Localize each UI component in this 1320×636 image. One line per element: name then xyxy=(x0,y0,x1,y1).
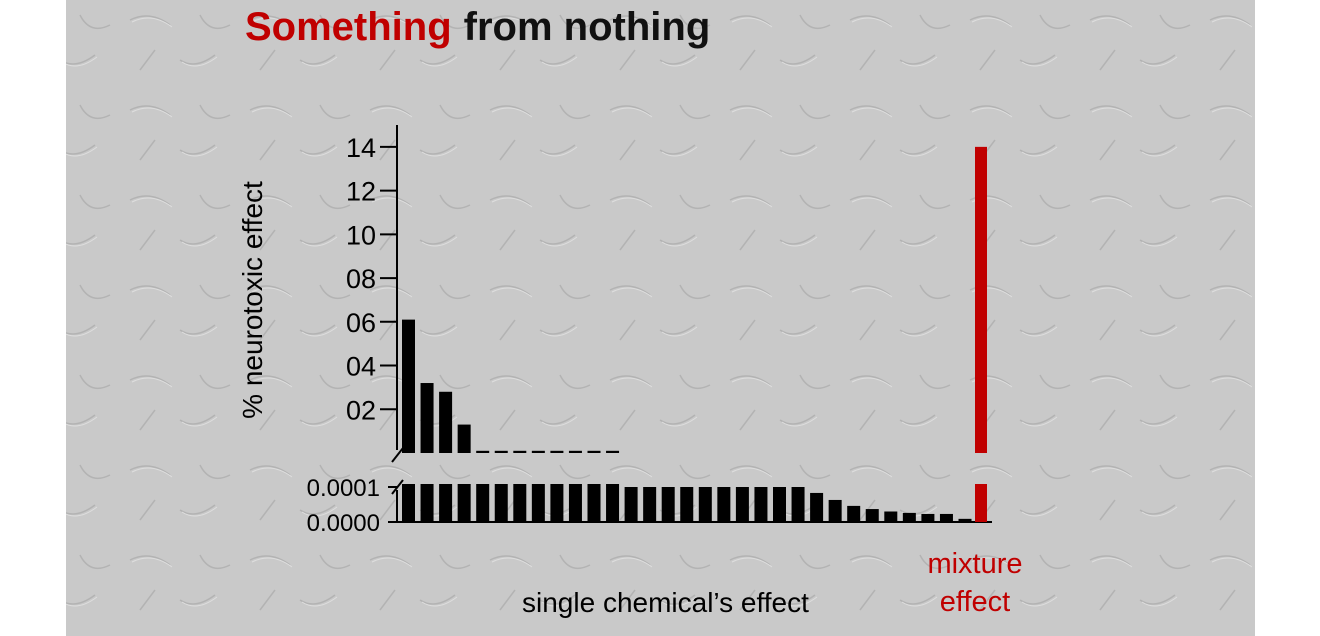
background xyxy=(66,0,1255,636)
bar xyxy=(884,511,898,522)
bar xyxy=(680,452,694,453)
bar xyxy=(902,512,916,522)
bar xyxy=(975,484,987,522)
bar xyxy=(921,452,935,453)
x-axis-label: single chemical’s effect xyxy=(522,587,809,618)
bar xyxy=(975,146,987,453)
bar xyxy=(457,424,471,453)
bar xyxy=(531,450,545,453)
bar xyxy=(624,452,638,453)
y-tick-label: 0.0000 xyxy=(307,510,380,537)
bar xyxy=(476,450,490,453)
bar xyxy=(513,450,527,453)
bar xyxy=(457,484,471,522)
bar xyxy=(587,484,601,522)
bar xyxy=(773,487,786,522)
bar xyxy=(735,487,749,522)
mixture-label: mixture effect xyxy=(927,548,1023,618)
y-tick-label: 14 xyxy=(346,133,376,163)
bar xyxy=(587,450,601,453)
bar xyxy=(958,452,972,453)
y-tick-label: 08 xyxy=(346,264,376,294)
title-part: Something xyxy=(245,5,452,49)
bar xyxy=(939,513,953,522)
bar xyxy=(568,484,582,522)
y-axis-label: % neurotoxic effect xyxy=(237,181,268,419)
bar xyxy=(606,450,620,453)
bar xyxy=(680,487,694,522)
bar xyxy=(698,452,712,453)
bar xyxy=(494,484,508,522)
bar xyxy=(902,452,916,453)
title-part: from nothing xyxy=(464,5,711,49)
bar xyxy=(531,484,545,522)
bar xyxy=(791,487,805,522)
bar xyxy=(550,450,564,453)
bar xyxy=(958,518,972,522)
bar xyxy=(865,509,879,522)
bar xyxy=(698,487,712,522)
chart-title: Something from nothing xyxy=(245,5,710,49)
y-tick-label: 10 xyxy=(346,220,376,250)
bar xyxy=(828,452,842,453)
bar xyxy=(420,484,434,522)
y-tick-label: 12 xyxy=(346,177,376,207)
bar xyxy=(810,452,824,453)
y-tick-label: 06 xyxy=(346,308,376,338)
bar xyxy=(754,487,768,522)
axis-break xyxy=(391,479,404,495)
bar xyxy=(847,452,861,453)
bar xyxy=(717,452,731,453)
bar xyxy=(828,499,842,522)
bar xyxy=(476,484,490,522)
bar xyxy=(643,487,657,522)
bar xyxy=(921,513,935,522)
bar xyxy=(735,452,749,453)
bar xyxy=(624,487,638,522)
bar xyxy=(494,450,508,453)
bar xyxy=(810,492,824,522)
bar xyxy=(661,452,675,453)
bar xyxy=(884,452,898,453)
bar xyxy=(568,450,582,453)
y-tick-label: 04 xyxy=(346,352,376,382)
y-tick-label: 02 xyxy=(346,395,376,425)
bar xyxy=(791,452,805,453)
bar xyxy=(439,391,453,453)
bar xyxy=(847,505,861,522)
bar xyxy=(717,487,731,522)
bar xyxy=(939,452,953,453)
bar xyxy=(643,452,657,453)
bar xyxy=(420,383,434,453)
bar xyxy=(402,319,415,453)
bar xyxy=(661,487,675,522)
bar xyxy=(773,452,786,453)
bar xyxy=(402,484,415,522)
bar xyxy=(606,484,620,522)
bar xyxy=(513,484,527,522)
bar xyxy=(550,484,564,522)
bar xyxy=(865,452,879,453)
bar xyxy=(754,452,768,453)
axis-break xyxy=(391,447,404,463)
bar xyxy=(439,484,453,522)
y-tick-label: 0.0001 xyxy=(307,475,380,502)
